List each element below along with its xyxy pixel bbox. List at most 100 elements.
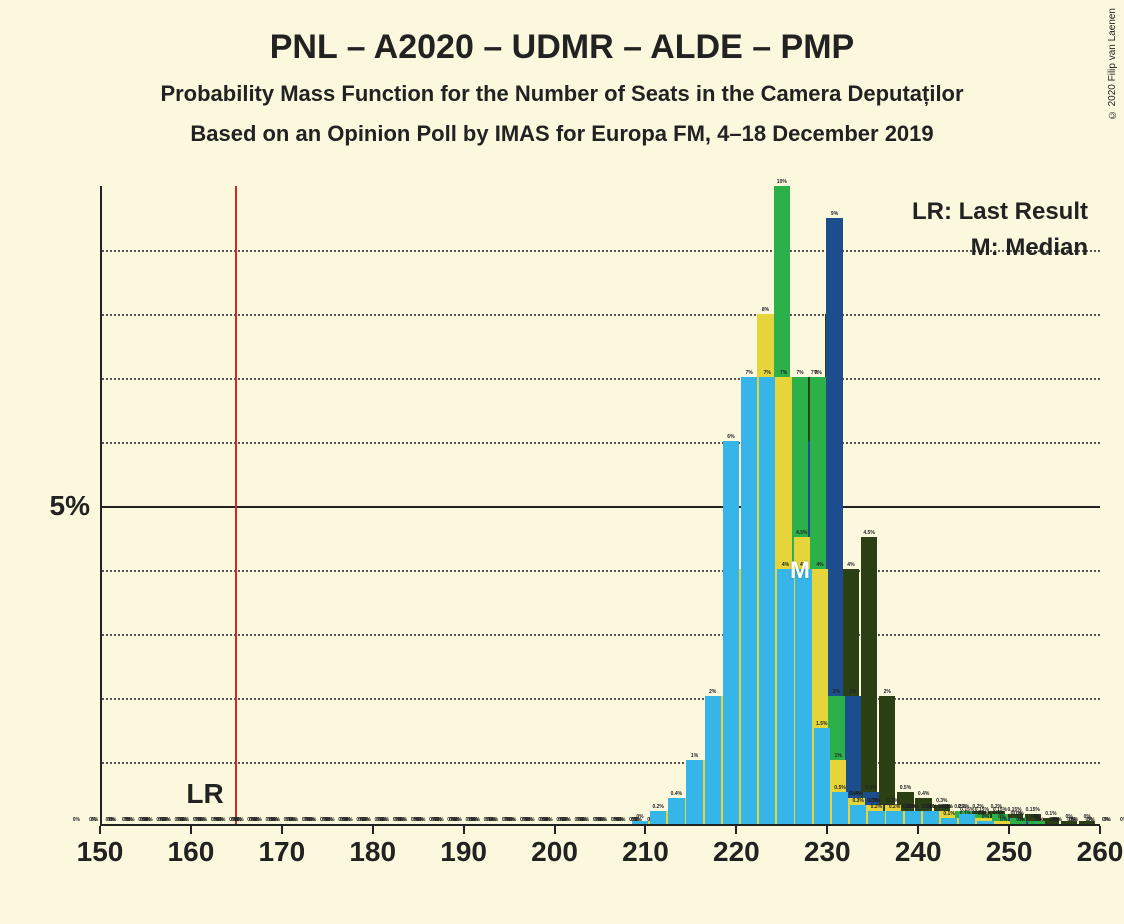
- bar-value-label: 0.1%: [1045, 811, 1056, 817]
- bar-value-label: 7%: [796, 370, 803, 376]
- bar-value-label: 0%: [545, 817, 552, 823]
- bar-value-label: 1%: [835, 753, 842, 759]
- bar: [941, 818, 957, 824]
- bar-value-label: 0%: [200, 817, 207, 823]
- copyright-text: © 2020 Filip van Laenen: [1107, 8, 1118, 120]
- bar: [868, 811, 884, 824]
- grid-line: [102, 698, 1100, 700]
- bar-value-label: 0%: [509, 817, 516, 823]
- bar-value-label: 1.5%: [816, 721, 827, 727]
- x-tick-label: 170: [258, 836, 305, 868]
- grid-line: [102, 442, 1100, 444]
- median-label: M: [790, 557, 810, 585]
- bar-value-label: 0%: [1055, 817, 1062, 823]
- x-tick-mark: [1008, 826, 1010, 834]
- bar-value-label: 2%: [849, 689, 856, 695]
- bar-value-label: 0%: [982, 814, 989, 820]
- bar-value-label: 0.1%: [1012, 811, 1023, 817]
- bar-value-label: 0%: [473, 817, 480, 823]
- bar: [977, 821, 993, 824]
- bar: [850, 805, 866, 824]
- bar-value-label: 0%: [382, 817, 389, 823]
- bar-value-label: 0%: [218, 817, 225, 823]
- x-tick-mark: [917, 826, 919, 834]
- bar: [723, 441, 739, 824]
- bar-value-label: 4%: [782, 562, 789, 568]
- bar-value-label: 6%: [727, 434, 734, 440]
- bar-value-label: 0.2%: [889, 804, 900, 810]
- x-tick-mark: [463, 826, 465, 834]
- bar-value-label: 7%: [815, 370, 822, 376]
- bar-value-label: 0%: [1087, 817, 1094, 823]
- bar-value-label: 0.5%: [834, 785, 845, 791]
- bar-value-label: 0%: [400, 817, 407, 823]
- bar: [668, 798, 684, 824]
- bar-value-label: 0%: [636, 814, 643, 820]
- x-tick-mark: [554, 826, 556, 834]
- bar: [861, 537, 877, 824]
- bar-value-label: 0.5%: [865, 785, 876, 791]
- bar-value-label: 4.5%: [863, 530, 874, 536]
- bar-value-label: 0%: [1120, 817, 1124, 823]
- grid-line: [102, 378, 1100, 380]
- bar: [886, 811, 902, 824]
- bar-value-label: 0%: [255, 817, 262, 823]
- bar-value-label: 0.15%: [960, 807, 974, 813]
- bar-value-label: 0%: [564, 817, 571, 823]
- chart-subtitle-2: Based on an Opinion Poll by IMAS for Eur…: [0, 121, 1124, 147]
- x-tick-label: 180: [349, 836, 396, 868]
- bar-value-label: 0%: [1000, 817, 1007, 823]
- bar-value-label: 0.3%: [852, 798, 863, 804]
- bar-value-label: 0%: [491, 817, 498, 823]
- bar-value-label: 0%: [1071, 817, 1078, 823]
- x-tick-label: 240: [895, 836, 942, 868]
- grid-line: [102, 570, 1100, 572]
- legend-lr: LR: Last Result: [912, 198, 1088, 226]
- x-axis: [100, 824, 1100, 826]
- bar-value-label: 0%: [273, 817, 280, 823]
- bar: [741, 377, 757, 824]
- bar-value-label: 4.5%: [796, 530, 807, 536]
- bar: [650, 811, 666, 824]
- grid-line: [102, 314, 1100, 316]
- bar-value-label: 0.1%: [943, 811, 954, 817]
- bar-value-label: 0%: [291, 817, 298, 823]
- x-tick-mark: [281, 826, 283, 834]
- bar-value-label: 0%: [527, 817, 534, 823]
- bar-value-label: 0.3%: [887, 798, 898, 804]
- bar-value-label: 2%: [709, 689, 716, 695]
- x-tick-label: 250: [986, 836, 1033, 868]
- bar-value-label: 0%: [1018, 817, 1025, 823]
- bar-value-label: 0.4%: [851, 791, 862, 797]
- bar-value-label: 0%: [345, 817, 352, 823]
- x-tick-mark: [1099, 826, 1101, 834]
- bar: [832, 792, 848, 824]
- grid-line: [102, 634, 1100, 636]
- bar-value-label: 0%: [309, 817, 316, 823]
- bar-value-label: 0.2%: [942, 804, 953, 810]
- bar: [705, 696, 721, 824]
- bar-value-label: 4%: [816, 562, 823, 568]
- bar-value-label: 2%: [833, 689, 840, 695]
- x-tick-mark: [99, 826, 101, 834]
- bar-value-label: 0%: [1036, 817, 1043, 823]
- bar: [814, 728, 830, 824]
- bar-value-label: 7%: [745, 370, 752, 376]
- bar-value-label: 9%: [831, 211, 838, 217]
- y-axis: [100, 186, 102, 826]
- x-tick-label: 220: [713, 836, 760, 868]
- bar-value-label: 2%: [884, 689, 891, 695]
- bar-value-label: 0%: [455, 817, 462, 823]
- x-tick-label: 260: [1077, 836, 1124, 868]
- bar-value-label: 0.15%: [993, 807, 1007, 813]
- last-result-label: LR: [186, 778, 223, 810]
- bar-value-label: 0%: [327, 817, 334, 823]
- chart-title: PNL – A2020 – UDMR – ALDE – PMP: [0, 0, 1124, 67]
- bar-value-label: 7%: [780, 370, 787, 376]
- bar-value-label: 1%: [691, 753, 698, 759]
- x-tick-label: 190: [440, 836, 487, 868]
- bar-value-label: 0.2%: [652, 804, 663, 810]
- bar-value-label: 0%: [236, 817, 243, 823]
- grid-line: [102, 762, 1100, 764]
- x-tick-mark: [372, 826, 374, 834]
